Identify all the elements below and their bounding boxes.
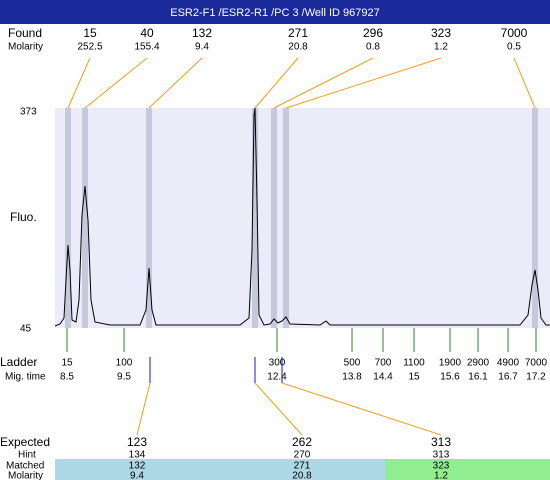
connector (254, 57, 299, 109)
found-molarity: 1.2 (434, 42, 448, 53)
found-molarity: 0.5 (507, 42, 521, 53)
connector (281, 382, 442, 436)
mig-time-label: Mig. time (5, 372, 46, 383)
ladder-time: 16.1 (468, 372, 488, 383)
ladder-size: 1900 (439, 358, 462, 369)
ladder-size: 500 (344, 358, 361, 369)
found-size: 296 (363, 26, 383, 40)
expected-label: Expected (0, 435, 50, 449)
hint-size: 270 (294, 450, 311, 461)
matched-band (55, 459, 385, 480)
expected-size: 262 (292, 435, 312, 449)
peak-band (82, 108, 88, 328)
found-molarity: 252.5 (77, 42, 102, 53)
ladder-size: 100 (116, 358, 133, 369)
found-size: 40 (140, 26, 154, 40)
found-molarity: 9.4 (195, 42, 209, 53)
ladder-time: 14.4 (373, 372, 393, 383)
header-bar (0, 0, 550, 24)
matched-molarity: 20.8 (292, 471, 312, 480)
peak-bands (65, 108, 538, 328)
connector (273, 57, 374, 109)
found-molarity: 0.8 (366, 42, 380, 53)
found-molarity: 155.4 (134, 42, 159, 53)
y-top-label: 373 (20, 107, 37, 118)
ladder-size: 2900 (467, 358, 490, 369)
found-size: 132 (192, 26, 212, 40)
connector (513, 57, 536, 109)
connector (148, 57, 203, 109)
matched-size: 132 (129, 461, 146, 472)
header-title: ESR2-F1 /ESR2-R1 /PC 3 /Well ID 967927 (170, 7, 380, 19)
connector (254, 382, 303, 436)
ladder-time: 17.2 (526, 372, 546, 383)
matched-molarity: 1.2 (434, 471, 448, 480)
found-molarity: 20.8 (288, 42, 308, 53)
matched-band (385, 459, 550, 480)
found-size: 323 (431, 26, 451, 40)
found-size: 271 (288, 26, 308, 40)
ladder-time: 16.7 (498, 372, 518, 383)
ladder-size: 1100 (403, 358, 425, 369)
trace (54, 107, 550, 327)
ladder-time: 9.5 (117, 372, 131, 383)
expected-size: 313 (431, 435, 451, 449)
plot-area (55, 108, 550, 328)
matched-size: 323 (433, 461, 450, 472)
molarity-label: Molarity (8, 42, 43, 53)
ladder-time: 12.4 (267, 372, 287, 383)
ladder-size: 7000 (525, 358, 548, 369)
connector (84, 57, 148, 109)
found-size: 7000 (501, 26, 528, 40)
ladder-time: 8.5 (60, 372, 74, 383)
peak-band (283, 108, 289, 328)
matched-size: 271 (294, 461, 311, 472)
peak-band (252, 108, 258, 328)
peak-band (532, 108, 538, 328)
ladder-label: Ladder (0, 355, 37, 369)
connector (285, 57, 442, 109)
y-axis-label: Fluo. (10, 210, 37, 224)
found-label: Found (8, 26, 42, 40)
ladder-time: 13.8 (342, 372, 362, 383)
peak-band (146, 108, 152, 328)
ladder-size: 700 (375, 358, 392, 369)
peak-band (271, 108, 277, 328)
hint-size: 134 (129, 450, 146, 461)
y-bottom-label: 45 (20, 324, 32, 335)
matched-label: Matched (6, 461, 44, 472)
connector (67, 57, 91, 109)
peak-band (65, 108, 71, 328)
matched-molarity: 9.4 (130, 471, 144, 480)
found-size: 15 (83, 26, 97, 40)
connector (136, 382, 151, 436)
ladder-size: 15 (61, 358, 73, 369)
ladder-time: 15 (408, 372, 420, 383)
hint-size: 313 (433, 450, 450, 461)
expected-size: 123 (127, 435, 147, 449)
ladder-size: 300 (269, 358, 286, 369)
hint-label: Hint (18, 450, 36, 461)
ladder-size: 4900 (497, 358, 520, 369)
molarity-label: Molarity (8, 471, 43, 480)
ladder-time: 15.6 (440, 372, 460, 383)
